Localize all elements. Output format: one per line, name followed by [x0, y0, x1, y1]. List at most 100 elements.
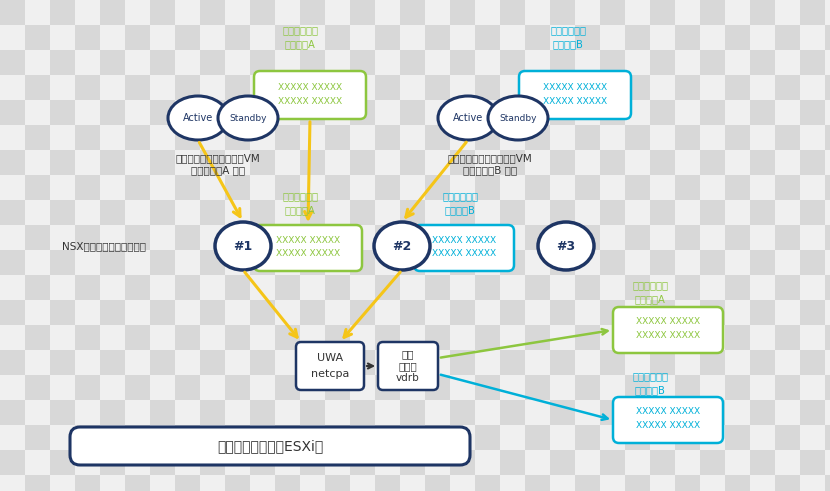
Bar	[300, 25, 325, 50]
Bar	[400, 50, 425, 75]
Bar	[500, 450, 525, 475]
Bar	[50, 225, 75, 250]
Bar	[775, 225, 800, 250]
Bar	[750, 50, 775, 75]
Bar	[550, 75, 575, 100]
Bar	[500, 200, 525, 225]
Bar	[575, 450, 600, 475]
Bar	[675, 100, 700, 125]
Bar	[500, 275, 525, 300]
Bar	[625, 175, 650, 200]
Bar	[175, 450, 200, 475]
Bar	[425, 325, 450, 350]
Bar	[25, 400, 50, 425]
Bar	[750, 25, 775, 50]
Bar	[725, 25, 750, 50]
Text: 論理: 論理	[402, 349, 414, 359]
Bar	[250, 325, 275, 350]
Bar	[825, 450, 830, 475]
Bar	[575, 325, 600, 350]
Bar	[175, 300, 200, 325]
Bar	[800, 100, 825, 125]
Bar	[0, 250, 25, 275]
Bar	[775, 100, 800, 125]
Bar	[25, 75, 50, 100]
Bar	[600, 300, 625, 325]
Bar	[100, 175, 125, 200]
Bar	[25, 450, 50, 475]
Bar	[50, 300, 75, 325]
Bar	[350, 150, 375, 175]
Bar	[750, 100, 775, 125]
Bar	[625, 150, 650, 175]
Bar	[200, 150, 225, 175]
Bar	[775, 475, 800, 491]
Bar	[725, 250, 750, 275]
Bar	[425, 75, 450, 100]
Bar	[550, 50, 575, 75]
Bar	[650, 25, 675, 50]
Bar	[600, 325, 625, 350]
Bar	[125, 200, 150, 225]
Bar	[450, 75, 475, 100]
Bar	[650, 350, 675, 375]
Ellipse shape	[168, 96, 228, 140]
Bar	[25, 100, 50, 125]
Bar	[50, 125, 75, 150]
Bar	[275, 200, 300, 225]
Bar	[375, 275, 400, 300]
Text: ルーティング: ルーティング	[282, 25, 318, 35]
Bar	[75, 75, 100, 100]
Bar	[625, 75, 650, 100]
Bar	[200, 0, 225, 25]
Bar	[725, 125, 750, 150]
Bar	[200, 450, 225, 475]
Bar	[650, 50, 675, 75]
Bar	[800, 450, 825, 475]
Bar	[775, 375, 800, 400]
Bar	[425, 0, 450, 25]
Bar	[225, 250, 250, 275]
Text: XXXXX XXXXX: XXXXX XXXXX	[278, 82, 342, 91]
Bar	[525, 0, 550, 25]
Bar	[175, 200, 200, 225]
Bar	[0, 150, 25, 175]
Bar	[425, 450, 450, 475]
Bar	[375, 175, 400, 200]
Bar	[350, 200, 375, 225]
Bar	[100, 150, 125, 175]
Bar	[225, 150, 250, 175]
Bar	[575, 0, 600, 25]
Bar	[425, 300, 450, 325]
Bar	[250, 275, 275, 300]
Text: テーブルB: テーブルB	[445, 205, 476, 215]
Bar	[100, 75, 125, 100]
Bar	[200, 50, 225, 75]
Bar	[200, 200, 225, 225]
Bar	[575, 375, 600, 400]
Bar	[375, 125, 400, 150]
Bar	[525, 475, 550, 491]
Bar	[300, 150, 325, 175]
Bar	[225, 225, 250, 250]
Bar	[550, 275, 575, 300]
Bar	[725, 350, 750, 375]
Bar	[100, 0, 125, 25]
Bar	[500, 125, 525, 150]
Bar	[700, 375, 725, 400]
Bar	[275, 475, 300, 491]
Bar	[425, 125, 450, 150]
Text: テーブルB: テーブルB	[553, 39, 583, 49]
Bar	[675, 300, 700, 325]
Bar	[225, 50, 250, 75]
Text: XXXXX XXXXX: XXXXX XXXXX	[636, 408, 700, 416]
Bar	[525, 125, 550, 150]
Bar	[350, 225, 375, 250]
Bar	[25, 0, 50, 25]
Bar	[300, 425, 325, 450]
Bar	[425, 150, 450, 175]
Bar	[300, 50, 325, 75]
Text: 論理ルータコントロールVM: 論理ルータコントロールVM	[176, 153, 261, 163]
Bar	[50, 100, 75, 125]
Bar	[675, 275, 700, 300]
